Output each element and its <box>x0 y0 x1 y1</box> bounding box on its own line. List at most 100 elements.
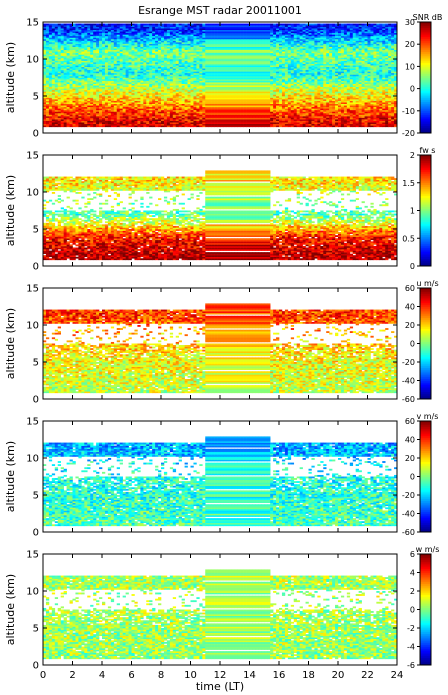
data-cell <box>323 88 327 91</box>
data-cell <box>243 109 247 112</box>
data-cell <box>382 116 386 118</box>
data-cell <box>45 83 50 86</box>
data-cell <box>119 122 123 125</box>
data-cell <box>187 114 191 117</box>
data-cell <box>205 89 209 92</box>
data-cell <box>190 109 194 112</box>
data-cell <box>258 89 262 92</box>
data-cell <box>60 108 64 111</box>
data-cell <box>240 105 244 108</box>
data-cell <box>81 116 85 118</box>
data-cell <box>338 82 342 84</box>
data-cell <box>361 85 365 88</box>
data-cell <box>211 85 215 88</box>
data-cell <box>81 109 85 112</box>
data-cell <box>237 112 241 115</box>
data-cell <box>137 100 141 103</box>
data-cell <box>281 99 286 101</box>
data-cell <box>184 97 188 100</box>
data-cell <box>140 119 144 121</box>
data-cell <box>296 88 300 91</box>
data-cell <box>267 103 271 106</box>
data-cell <box>367 122 371 125</box>
data-cell <box>87 97 91 100</box>
data-cell <box>205 96 209 98</box>
data-cell <box>110 125 115 128</box>
data-cell <box>243 96 247 98</box>
data-cell <box>78 86 82 89</box>
data-cell <box>193 114 197 117</box>
data-cell <box>181 106 185 109</box>
data-cell <box>172 92 177 95</box>
data-cell <box>113 86 118 89</box>
data-cell <box>214 122 218 125</box>
data-cell <box>75 117 79 120</box>
data-cell <box>276 96 280 98</box>
data-cell <box>284 109 289 112</box>
data-cell <box>279 122 283 125</box>
data-cell <box>187 122 191 125</box>
data-cell <box>240 100 244 103</box>
data-cell <box>225 109 230 112</box>
data-cell <box>237 99 241 101</box>
data-cell <box>81 86 85 89</box>
data-cell <box>110 119 115 121</box>
data-cell <box>243 125 247 128</box>
data-cell <box>376 117 380 120</box>
data-cell <box>134 109 138 112</box>
data-cell <box>90 91 94 94</box>
data-cell <box>202 85 206 88</box>
data-cell <box>211 102 215 105</box>
data-cell <box>367 106 371 109</box>
data-cell <box>104 99 109 101</box>
data-cell <box>385 122 389 125</box>
data-cell <box>211 114 215 117</box>
data-cell <box>329 119 333 121</box>
data-cell <box>81 123 85 126</box>
data-cell <box>352 123 356 126</box>
data-cell <box>385 120 389 123</box>
data-cell <box>367 94 371 97</box>
data-cell <box>335 99 339 101</box>
data-cell <box>329 116 333 118</box>
data-cell <box>143 89 147 92</box>
data-cell <box>99 108 103 111</box>
data-cell <box>81 105 85 108</box>
data-cell <box>81 106 85 109</box>
data-cell <box>178 120 182 123</box>
data-cell <box>296 82 300 84</box>
data-cell <box>279 99 283 101</box>
data-cell <box>214 85 218 88</box>
data-cell <box>152 116 156 118</box>
data-cell <box>270 123 274 126</box>
data-cell <box>355 86 359 89</box>
data-cell <box>302 86 306 89</box>
data-cell <box>284 106 289 109</box>
data-cell <box>169 106 174 109</box>
data-cell <box>335 122 339 125</box>
data-cell <box>367 92 371 95</box>
data-cell <box>358 89 362 92</box>
data-cell <box>99 99 103 101</box>
data-cell <box>158 82 162 84</box>
data-cell <box>237 97 241 100</box>
data-cell <box>60 125 64 128</box>
data-cell <box>163 114 168 117</box>
data-cell <box>311 82 315 84</box>
data-cell <box>217 120 221 123</box>
data-cell <box>220 82 224 84</box>
data-cell <box>45 99 50 101</box>
data-cell <box>373 99 377 101</box>
data-cell <box>202 112 206 115</box>
data-cell <box>355 96 359 98</box>
data-cell <box>63 103 67 106</box>
data-cell <box>320 117 324 120</box>
data-cell <box>394 96 398 98</box>
data-cell <box>134 96 138 98</box>
data-cell <box>252 85 256 88</box>
data-cell <box>290 97 295 100</box>
data-cell <box>66 106 70 109</box>
data-cell <box>343 89 348 92</box>
data-cell <box>45 103 50 106</box>
